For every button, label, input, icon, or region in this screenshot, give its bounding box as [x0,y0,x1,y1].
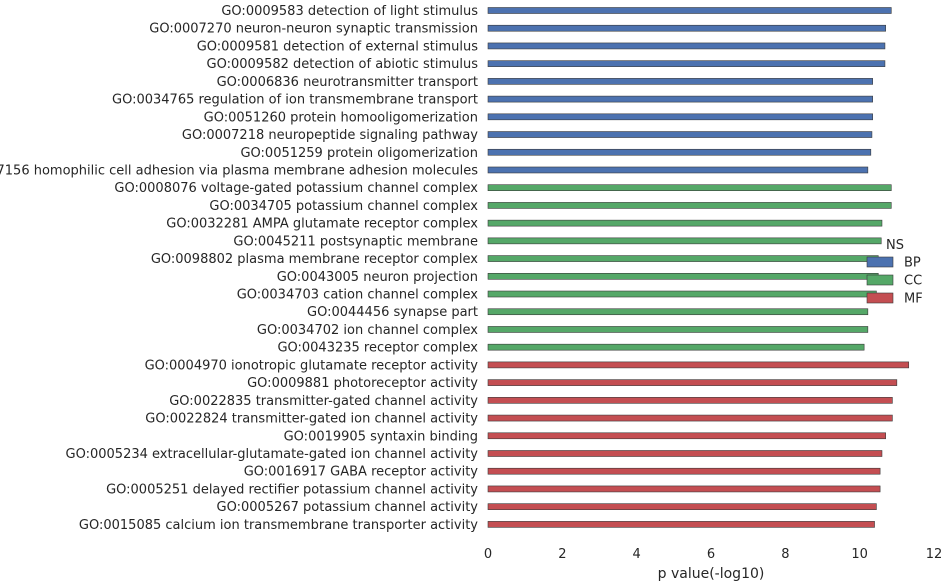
category-label: GO:0005267 potassium channel activity [217,500,479,515]
x-tick-label: 0 [484,547,492,562]
category-label: GO:0043235 receptor complex [277,341,478,356]
bar [487,255,879,262]
x-axis-ticks: 0 2 4 6 8 10 12 [484,547,942,562]
category-label: GO:0009881 photoreceptor activity [247,376,478,391]
bar [487,202,892,209]
bar [487,184,892,191]
legend-title: NS [886,238,904,253]
x-tick-label: 8 [781,547,789,562]
bar [487,272,879,280]
category-label: GO:0007218 neuropeptide signaling pathwa… [182,128,478,143]
category-label: GO:0005251 delayed rectifier potassium c… [106,482,478,497]
bar [487,237,882,245]
bar [487,131,873,138]
bar [487,503,877,510]
legend-swatch [866,256,894,268]
category-label: GO:0098802 plasma membrane receptor comp… [151,252,478,267]
category-label: GO:0022824 transmitter-gated ion channel… [145,412,478,427]
category-labels: GO:0009583 detection of light stimulus GO… [0,4,478,533]
bar [487,290,877,298]
legend-label: BP [904,256,921,271]
bar [487,521,875,528]
category-label: GO:0044456 synapse part [307,305,478,320]
bar [487,95,873,103]
bar [487,485,881,493]
bar [487,113,873,121]
bar [487,308,869,316]
category-label: GO:0034705 potassium channel complex [209,199,478,214]
bar [487,42,886,50]
bar [487,7,892,14]
legend: NS BP CC MF [866,238,923,307]
category-label: GO:0009583 detection of light stimulus [221,4,478,19]
bar [487,450,883,457]
bars-layer [487,7,910,528]
category-label: GO:0007270 neuron-neuron synaptic transm… [149,22,478,37]
category-label: GO:0009581 detection of external stimulu… [197,39,479,54]
bar [487,60,886,67]
category-label: GO:0005234 extracellular-glutamate-gated… [66,447,479,462]
category-label: GO:0016917 GABA receptor activity [244,465,479,480]
category-label: GO:0032281 AMPA glutamate receptor compl… [166,217,478,232]
legend-entries: BP CC MF [866,256,923,307]
x-tick-label: 6 [707,547,715,562]
category-label: GO:0015085 calcium ion transmembrane tra… [79,518,478,533]
bar [487,219,883,227]
category-label: GO:0009582 detection of abiotic stimulus [207,57,479,72]
bar [487,166,869,174]
category-label: GO:0007156 homophilic cell adhesion via … [0,163,478,178]
category-label: GO:0051259 protein oligomerization [240,146,478,161]
legend-label: CC [904,274,922,289]
x-axis-label: p value(-log10) [658,566,765,582]
legend-swatch [866,292,894,304]
category-label: GO:0034765 regulation of ion transmembra… [112,93,478,108]
bar [487,397,893,404]
category-label: GO:0034702 ion channel complex [257,323,478,338]
x-tick-label: 4 [633,547,641,562]
bar [487,326,869,333]
bar [487,414,893,422]
legend-label: MF [904,292,923,307]
category-label: GO:0034703 cation channel complex [237,288,479,303]
bar [487,148,872,156]
category-label: GO:0008076 voltage-gated potassium chann… [114,181,478,196]
category-label: GO:0006836 neurotransmitter transport [217,75,478,90]
bar [487,467,881,475]
bar [487,343,865,351]
category-label: GO:0045211 postsynaptic membrane [233,234,478,249]
category-label: GO:0022835 transmitter-gated channel act… [169,394,478,409]
x-tick-label: 12 [926,547,943,562]
category-label: GO:0043005 neuron projection [277,270,478,285]
category-label: GO:0051260 protein homooligomerization [204,110,478,125]
category-label: GO:0004970 ionotropic glutamate receptor… [145,358,479,373]
bar [487,24,886,32]
x-tick-label: 2 [558,547,566,562]
bar [487,361,910,369]
category-label: GO:0019905 syntaxin binding [284,429,478,444]
bar [487,379,898,386]
bar [487,78,873,85]
legend-swatch [866,274,894,286]
bar [487,432,886,440]
x-tick-label: 10 [851,547,868,562]
